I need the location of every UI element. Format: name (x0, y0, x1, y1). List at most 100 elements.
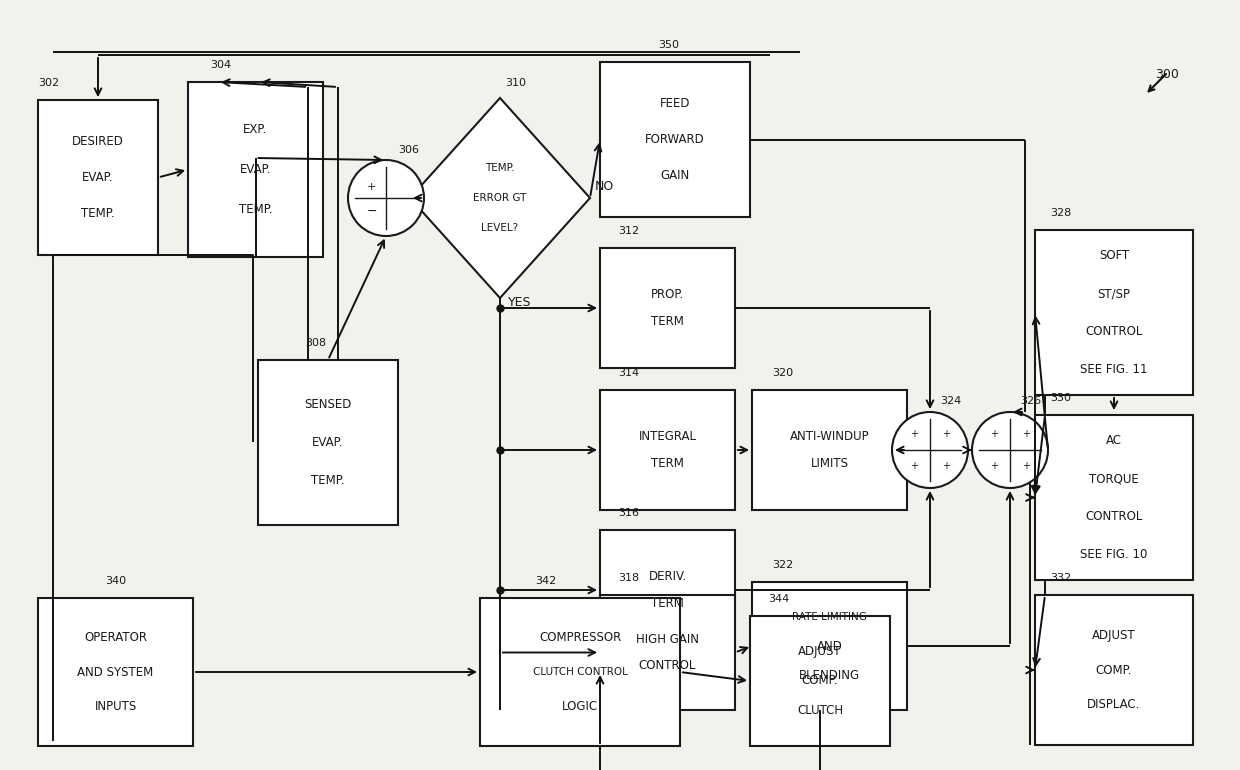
Text: CLUTCH: CLUTCH (797, 705, 843, 718)
Text: SEE FIG. 11: SEE FIG. 11 (1080, 363, 1148, 376)
Text: 342: 342 (534, 576, 557, 586)
Text: EXP.: EXP. (243, 122, 268, 136)
Text: ERROR GT: ERROR GT (474, 193, 527, 203)
Text: LEVEL?: LEVEL? (481, 223, 518, 233)
FancyBboxPatch shape (188, 82, 322, 257)
FancyBboxPatch shape (600, 248, 735, 368)
Text: 318: 318 (618, 573, 639, 583)
Text: AC: AC (1106, 434, 1122, 447)
FancyBboxPatch shape (600, 595, 735, 710)
Text: 300: 300 (1154, 68, 1179, 81)
FancyBboxPatch shape (751, 390, 906, 510)
Text: EVAP.: EVAP. (239, 163, 272, 176)
Text: ADJUST: ADJUST (1092, 629, 1136, 642)
Text: SENSED: SENSED (304, 398, 352, 411)
Text: +: + (942, 461, 950, 471)
Text: 350: 350 (658, 40, 680, 50)
FancyBboxPatch shape (1035, 415, 1193, 580)
Text: 310: 310 (505, 78, 526, 88)
Text: 344: 344 (768, 594, 789, 604)
Text: FEED: FEED (660, 97, 691, 110)
Text: +: + (910, 461, 918, 471)
Text: TEMP.: TEMP. (485, 163, 515, 173)
Circle shape (972, 412, 1048, 488)
Text: 324: 324 (940, 396, 961, 406)
Text: +: + (990, 461, 998, 471)
FancyBboxPatch shape (1035, 230, 1193, 395)
FancyBboxPatch shape (258, 360, 398, 525)
Text: 330: 330 (1050, 393, 1071, 403)
Circle shape (892, 412, 968, 488)
Text: 320: 320 (773, 368, 794, 378)
FancyBboxPatch shape (600, 530, 735, 650)
Text: COMPRESSOR: COMPRESSOR (539, 631, 621, 644)
Text: TERM: TERM (651, 598, 684, 611)
Text: 328: 328 (1050, 208, 1071, 218)
Text: +: + (1022, 429, 1030, 439)
Text: COMP.: COMP. (1096, 664, 1132, 677)
Text: INPUTS: INPUTS (94, 699, 136, 712)
Text: COMP.: COMP. (802, 675, 838, 688)
Text: DISPLAC.: DISPLAC. (1087, 698, 1141, 711)
Polygon shape (410, 98, 590, 298)
Text: INTEGRAL: INTEGRAL (639, 430, 697, 443)
Text: LIMITS: LIMITS (811, 457, 848, 470)
FancyBboxPatch shape (1035, 595, 1193, 745)
Text: LOGIC: LOGIC (562, 699, 598, 712)
Text: 332: 332 (1050, 573, 1071, 583)
Text: ANTI-WINDUP: ANTI-WINDUP (790, 430, 869, 443)
Text: OPERATOR: OPERATOR (84, 631, 148, 644)
Text: SOFT: SOFT (1099, 249, 1130, 262)
Text: TEMP.: TEMP. (238, 203, 273, 216)
Text: TERM: TERM (651, 457, 684, 470)
Text: +: + (367, 182, 376, 192)
Text: TEMP.: TEMP. (81, 206, 115, 219)
Text: AND SYSTEM: AND SYSTEM (77, 665, 154, 678)
FancyBboxPatch shape (600, 62, 750, 217)
Text: FORWARD: FORWARD (645, 133, 704, 146)
Text: RATE LIMITING: RATE LIMITING (792, 611, 867, 621)
Text: 326: 326 (1021, 396, 1042, 406)
Text: 308: 308 (305, 338, 326, 348)
Text: 316: 316 (618, 508, 639, 518)
Circle shape (348, 160, 424, 236)
Text: DERIV.: DERIV. (649, 570, 687, 583)
Text: GAIN: GAIN (661, 169, 689, 182)
Text: +: + (910, 429, 918, 439)
Text: −: − (366, 205, 377, 218)
Text: TERM: TERM (651, 315, 684, 328)
Text: 302: 302 (38, 78, 60, 88)
FancyBboxPatch shape (38, 100, 157, 255)
Text: CONTROL: CONTROL (1085, 325, 1143, 338)
Text: 314: 314 (618, 368, 639, 378)
FancyBboxPatch shape (751, 582, 906, 710)
FancyBboxPatch shape (750, 616, 890, 746)
Text: HIGH GAIN: HIGH GAIN (636, 633, 699, 646)
Text: TEMP.: TEMP. (311, 474, 345, 487)
Text: 340: 340 (105, 576, 126, 586)
Text: SEE FIG. 10: SEE FIG. 10 (1080, 548, 1148, 561)
FancyBboxPatch shape (480, 598, 680, 746)
Text: 312: 312 (618, 226, 639, 236)
Text: BLENDING: BLENDING (799, 669, 861, 682)
FancyBboxPatch shape (38, 598, 193, 746)
Text: 322: 322 (773, 560, 794, 570)
Text: +: + (942, 429, 950, 439)
Text: AND: AND (817, 640, 842, 652)
Text: 304: 304 (210, 60, 231, 70)
Text: EVAP.: EVAP. (312, 436, 343, 449)
Text: TORQUE: TORQUE (1089, 472, 1138, 485)
Text: ST/SP: ST/SP (1097, 287, 1131, 300)
Text: CONTROL: CONTROL (1085, 510, 1143, 523)
FancyBboxPatch shape (600, 390, 735, 510)
Text: NO: NO (595, 180, 614, 193)
Text: +: + (1022, 461, 1030, 471)
Text: CONTROL: CONTROL (639, 659, 696, 672)
Text: 306: 306 (398, 145, 419, 155)
Text: YES: YES (508, 296, 532, 309)
Text: ADJUST: ADJUST (799, 644, 842, 658)
Text: EVAP.: EVAP. (82, 171, 114, 184)
Text: +: + (990, 429, 998, 439)
Text: PROP.: PROP. (651, 288, 684, 301)
Text: CLUTCH CONTROL: CLUTCH CONTROL (532, 667, 627, 677)
